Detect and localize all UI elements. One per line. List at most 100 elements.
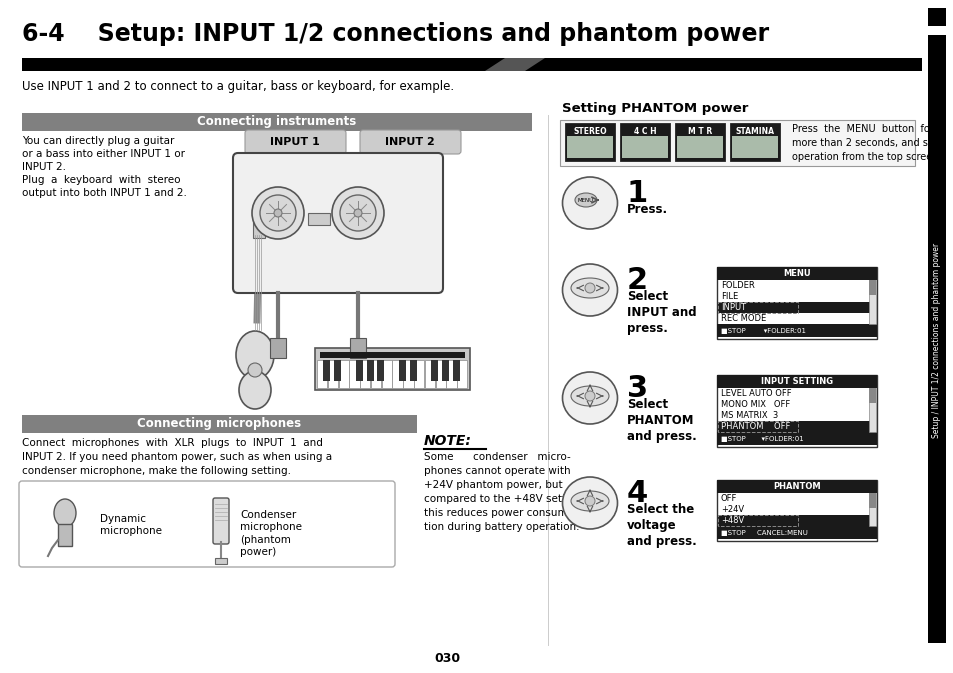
Bar	[559, 120, 914, 166]
Bar	[371, 360, 381, 388]
Text: NOTE:: NOTE:	[423, 434, 472, 448]
Bar	[731, 136, 778, 158]
Text: 4 C H: 4 C H	[633, 127, 656, 137]
Bar	[350, 338, 366, 358]
FancyBboxPatch shape	[233, 153, 442, 293]
Text: Some      condenser   micro-
phones cannot operate with
+24V phantom power, but
: Some condenser micro- phones cannot oper…	[423, 452, 581, 532]
Bar	[717, 375, 876, 447]
Bar	[717, 375, 876, 388]
Ellipse shape	[248, 363, 262, 377]
Bar	[22, 113, 532, 131]
Text: output into both INPUT 1 and 2.: output into both INPUT 1 and 2.	[22, 188, 187, 198]
Text: 6-4    Setup: INPUT 1/2 connections and phantom power: 6-4 Setup: INPUT 1/2 connections and pha…	[22, 22, 768, 46]
Ellipse shape	[274, 209, 282, 217]
Bar	[377, 360, 384, 381]
Bar	[316, 360, 327, 388]
Bar	[436, 360, 445, 388]
Ellipse shape	[571, 386, 608, 406]
Text: ■STOP       ▾FOLDER:01: ■STOP ▾FOLDER:01	[720, 435, 803, 441]
Bar	[392, 360, 402, 388]
FancyBboxPatch shape	[19, 481, 395, 567]
Bar	[398, 360, 406, 381]
Text: MONO MIX   OFF: MONO MIX OFF	[720, 400, 789, 409]
Text: You can directly plug a guitar: You can directly plug a guitar	[22, 136, 174, 146]
Ellipse shape	[571, 491, 608, 511]
Ellipse shape	[54, 499, 76, 527]
Bar	[717, 480, 876, 541]
Bar	[355, 360, 362, 381]
Text: 1: 1	[626, 179, 648, 208]
Ellipse shape	[339, 195, 375, 231]
Bar	[431, 360, 437, 381]
Bar	[424, 360, 435, 388]
Bar	[718, 421, 797, 432]
Ellipse shape	[252, 187, 304, 239]
Bar	[446, 360, 456, 388]
Bar	[717, 324, 876, 337]
Bar	[366, 360, 374, 381]
Bar	[927, 8, 945, 26]
Text: PHANTOM    OFF: PHANTOM OFF	[720, 422, 789, 431]
Text: Select the
voltage
and press.: Select the voltage and press.	[626, 503, 696, 548]
Bar	[717, 432, 876, 445]
Text: M T R: M T R	[687, 127, 711, 137]
Bar	[349, 360, 359, 388]
Bar	[717, 267, 876, 280]
Bar	[868, 280, 875, 295]
Text: INPUT 1: INPUT 1	[270, 137, 319, 147]
Bar	[868, 493, 875, 526]
Text: INPUT 2: INPUT 2	[385, 137, 435, 147]
Text: Select
PHANTOM
and press.: Select PHANTOM and press.	[626, 398, 696, 443]
Ellipse shape	[354, 209, 361, 217]
Bar	[253, 220, 265, 238]
Text: MENU: MENU	[578, 197, 594, 203]
Text: 2: 2	[626, 266, 647, 295]
FancyBboxPatch shape	[359, 130, 460, 154]
Text: Connecting instruments: Connecting instruments	[197, 116, 356, 129]
Ellipse shape	[260, 195, 295, 231]
Text: or a bass into either INPUT 1 or: or a bass into either INPUT 1 or	[22, 149, 185, 159]
Bar	[414, 360, 424, 388]
Text: +24V: +24V	[720, 505, 743, 514]
FancyBboxPatch shape	[213, 498, 229, 544]
Ellipse shape	[562, 372, 617, 424]
Polygon shape	[484, 58, 544, 71]
Ellipse shape	[235, 331, 274, 379]
Bar	[566, 136, 613, 158]
Bar	[328, 360, 337, 388]
Text: ■STOP        ▾FOLDER:01: ■STOP ▾FOLDER:01	[720, 328, 805, 334]
Ellipse shape	[584, 283, 595, 293]
Text: Dynamic
microphone: Dynamic microphone	[100, 514, 162, 536]
Bar	[360, 360, 370, 388]
Bar	[456, 360, 467, 388]
Text: INPUT SETTING: INPUT SETTING	[760, 377, 832, 386]
Bar	[718, 302, 797, 313]
Text: PHANTOM: PHANTOM	[772, 482, 820, 491]
Bar	[319, 352, 464, 358]
Bar	[717, 526, 876, 539]
Text: 4: 4	[626, 479, 648, 508]
Text: MENU: MENU	[782, 269, 810, 278]
Text: Select
INPUT and
press.: Select INPUT and press.	[626, 290, 696, 335]
Ellipse shape	[332, 187, 384, 239]
Bar	[381, 360, 392, 388]
Text: Plug  a  keyboard  with  stereo: Plug a keyboard with stereo	[22, 175, 180, 185]
Text: +48V: +48V	[720, 516, 743, 525]
Bar	[314, 348, 470, 390]
Text: 030: 030	[434, 651, 459, 664]
Bar	[621, 136, 667, 158]
Text: REC MODE: REC MODE	[720, 314, 765, 323]
Bar	[270, 338, 286, 358]
Ellipse shape	[575, 193, 597, 207]
Text: STEREO: STEREO	[573, 127, 606, 137]
Bar	[323, 360, 330, 381]
Text: OFF: OFF	[720, 494, 737, 503]
Bar	[718, 515, 875, 526]
Bar	[338, 360, 349, 388]
Text: INPUT 2.: INPUT 2.	[22, 162, 66, 172]
Bar	[729, 123, 780, 161]
Ellipse shape	[562, 264, 617, 316]
Bar	[619, 123, 669, 161]
Text: FOLDER: FOLDER	[720, 281, 754, 290]
Text: INPUT: INPUT	[720, 303, 745, 312]
